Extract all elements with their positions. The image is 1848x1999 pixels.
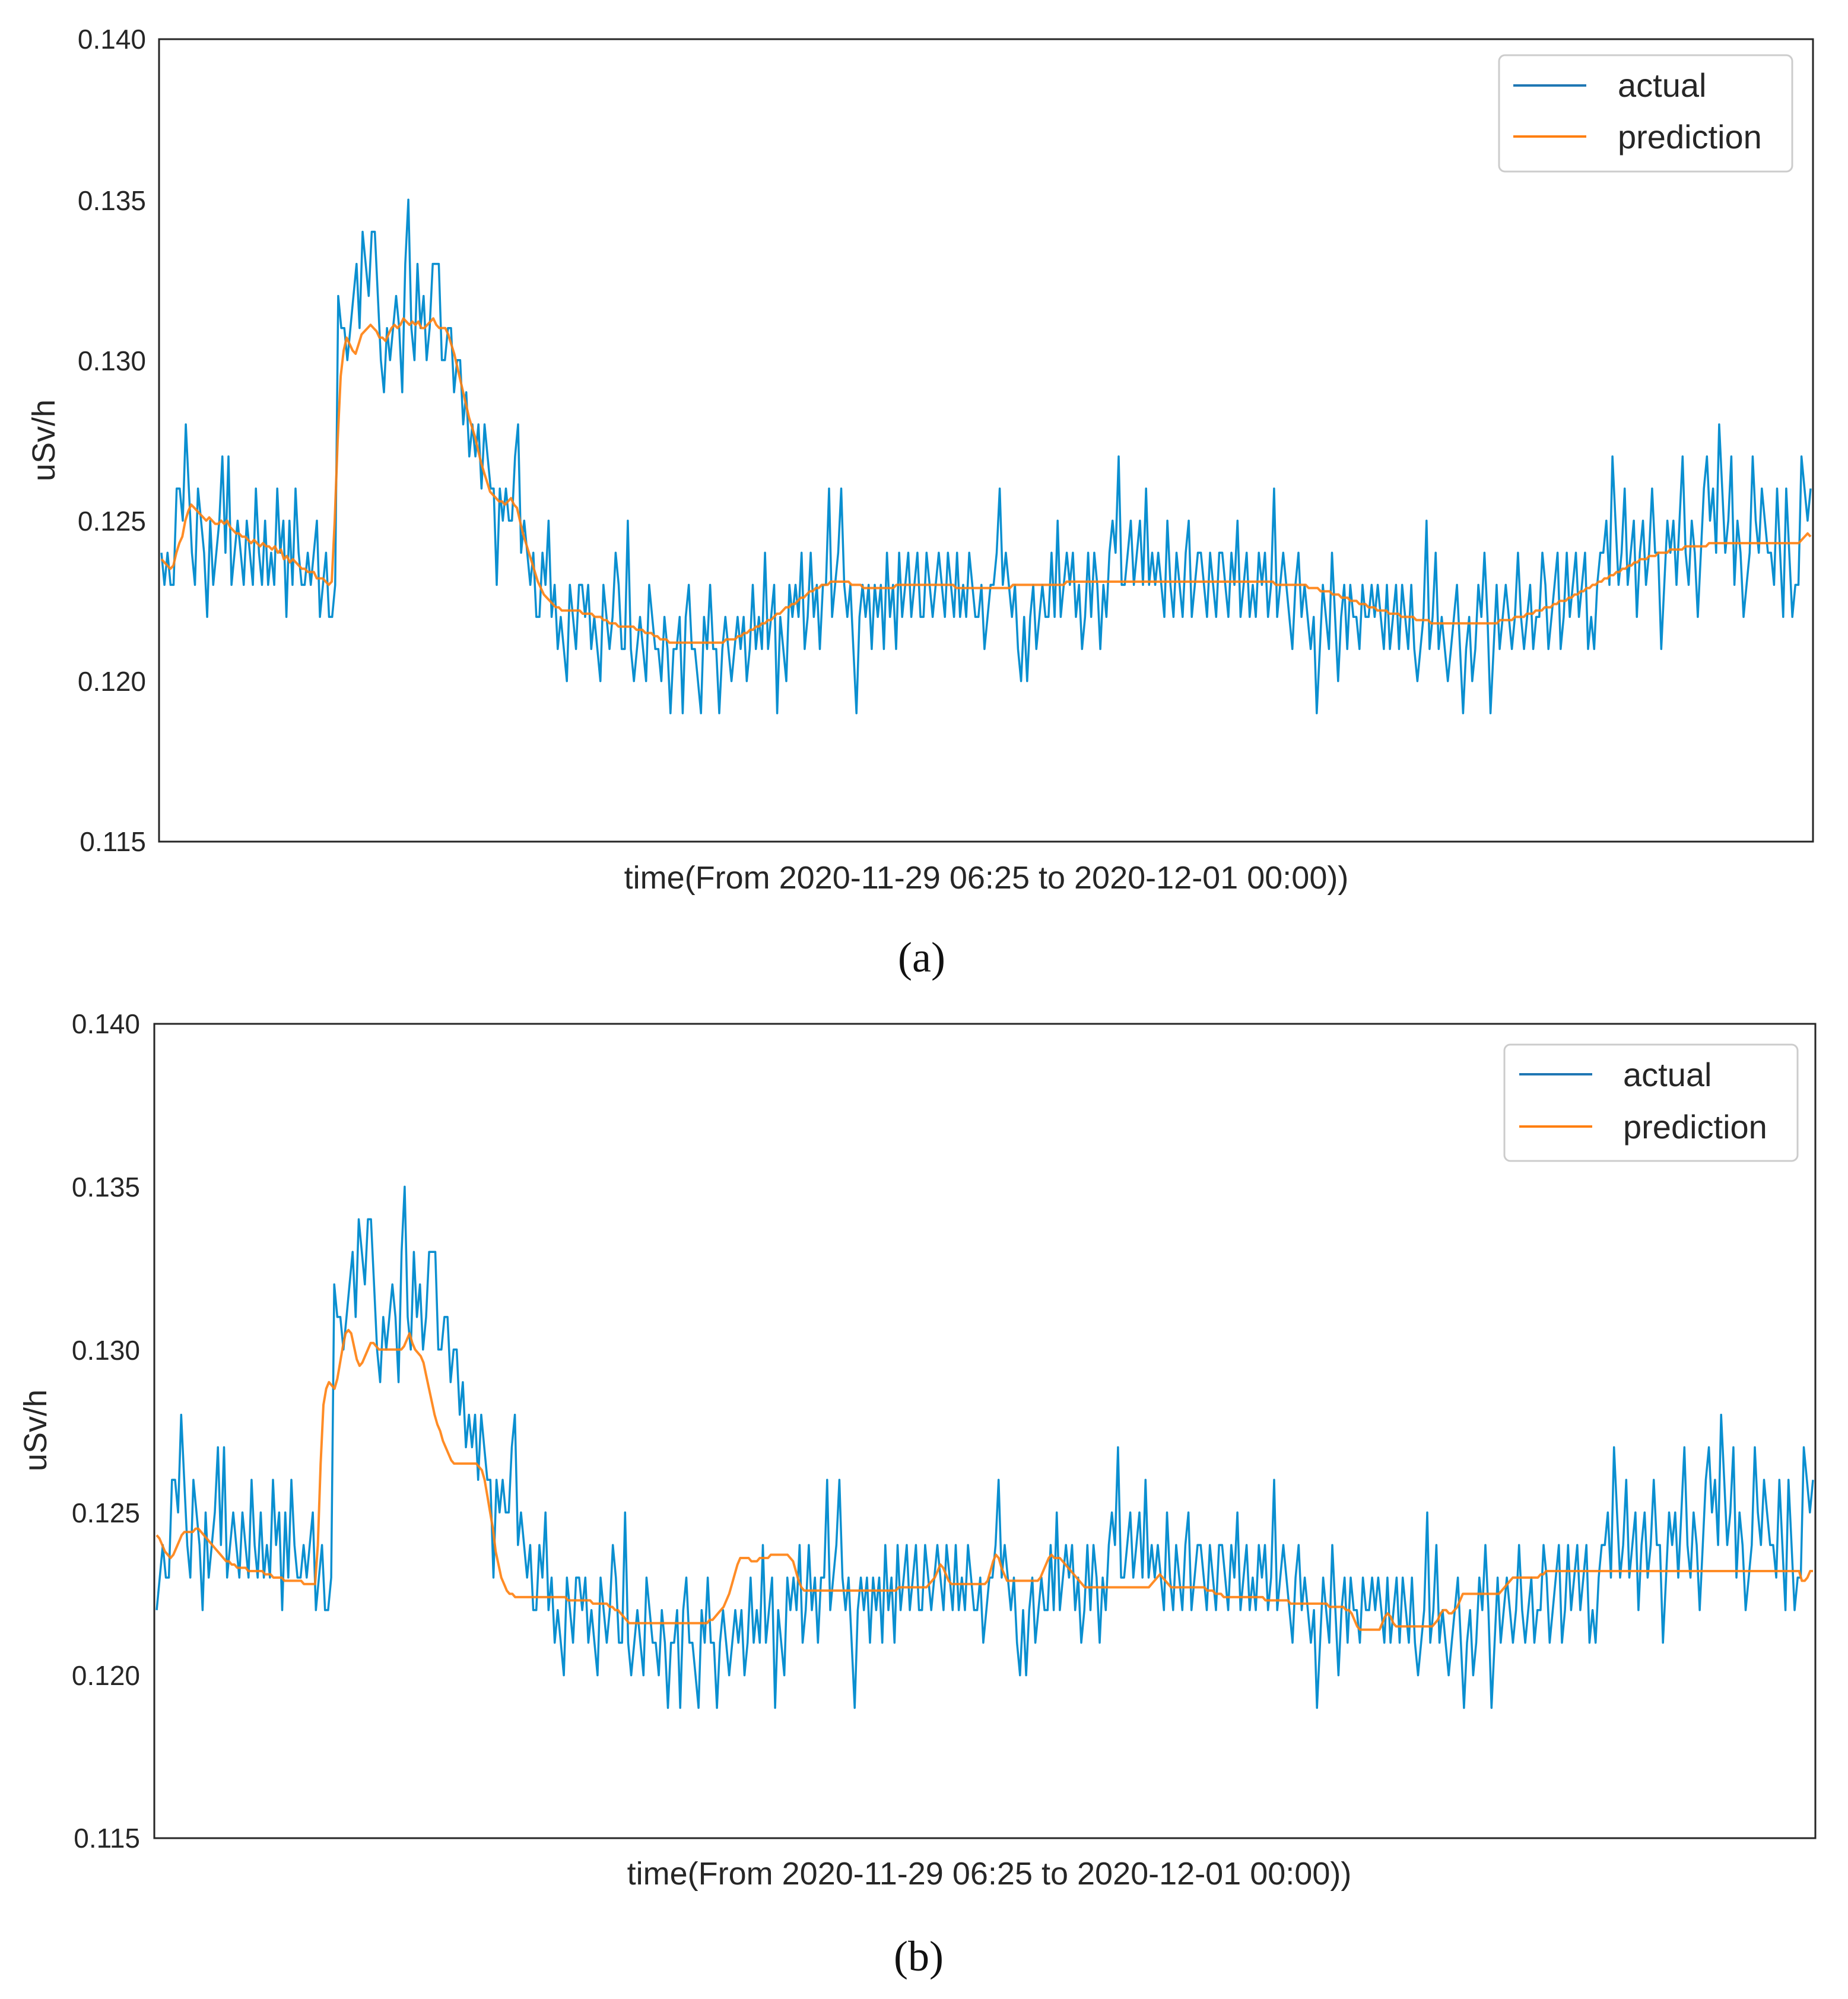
y-ticks-b: 0.115 0.120 0.125 0.130 0.135 0.140 <box>72 1008 140 1854</box>
legend-label-actual: actual <box>1623 1056 1712 1093</box>
series-line-actual <box>160 198 1812 715</box>
x-axis-label-b: time(From 2020-11-29 06:25 to 2020-12-01… <box>627 1856 1352 1892</box>
y-tick-label: 0.140 <box>78 24 146 55</box>
caption-b: (b) <box>894 1933 944 1980</box>
legend-label-prediction: prediction <box>1618 118 1762 156</box>
y-tick-label: 0.125 <box>78 506 146 537</box>
caption-a: (a) <box>898 934 945 981</box>
chart-panel-b: 0.115 0.120 0.125 0.130 0.135 0.140 uSv/… <box>18 1008 1817 1980</box>
y-tick-label: 0.130 <box>78 345 146 376</box>
y-tick-label: 0.125 <box>72 1497 140 1528</box>
plot-area-a <box>158 38 1814 843</box>
y-tick-label: 0.115 <box>74 1823 140 1854</box>
y-tick-label: 0.140 <box>72 1008 140 1039</box>
y-ticks-a: 0.115 0.120 0.125 0.130 0.135 0.140 <box>78 24 146 857</box>
legend-label-actual: actual <box>1618 66 1706 104</box>
y-tick-label: 0.135 <box>78 185 146 216</box>
y-tick-label: 0.135 <box>72 1172 140 1202</box>
series-line-prediction <box>155 1328 1813 1631</box>
x-axis-label-a: time(From 2020-11-29 06:25 to 2020-12-01… <box>624 860 1349 896</box>
y-tick-label: 0.120 <box>72 1660 140 1691</box>
series-line-actual <box>155 1185 1814 1709</box>
y-axis-label-b: uSv/h <box>18 1389 53 1471</box>
y-tick-label: 0.115 <box>80 826 146 857</box>
legend-a: actual prediction <box>1498 54 1793 173</box>
y-axis-label-a: uSv/h <box>26 399 62 481</box>
chart-panel-a: 0.115 0.120 0.125 0.130 0.135 0.140 uSv/… <box>26 24 1814 981</box>
y-tick-label: 0.120 <box>78 666 146 697</box>
legend-b: actual prediction <box>1503 1043 1799 1162</box>
y-tick-label: 0.130 <box>72 1335 140 1366</box>
series-line-prediction <box>160 317 1812 644</box>
legend-label-prediction: prediction <box>1623 1108 1767 1146</box>
